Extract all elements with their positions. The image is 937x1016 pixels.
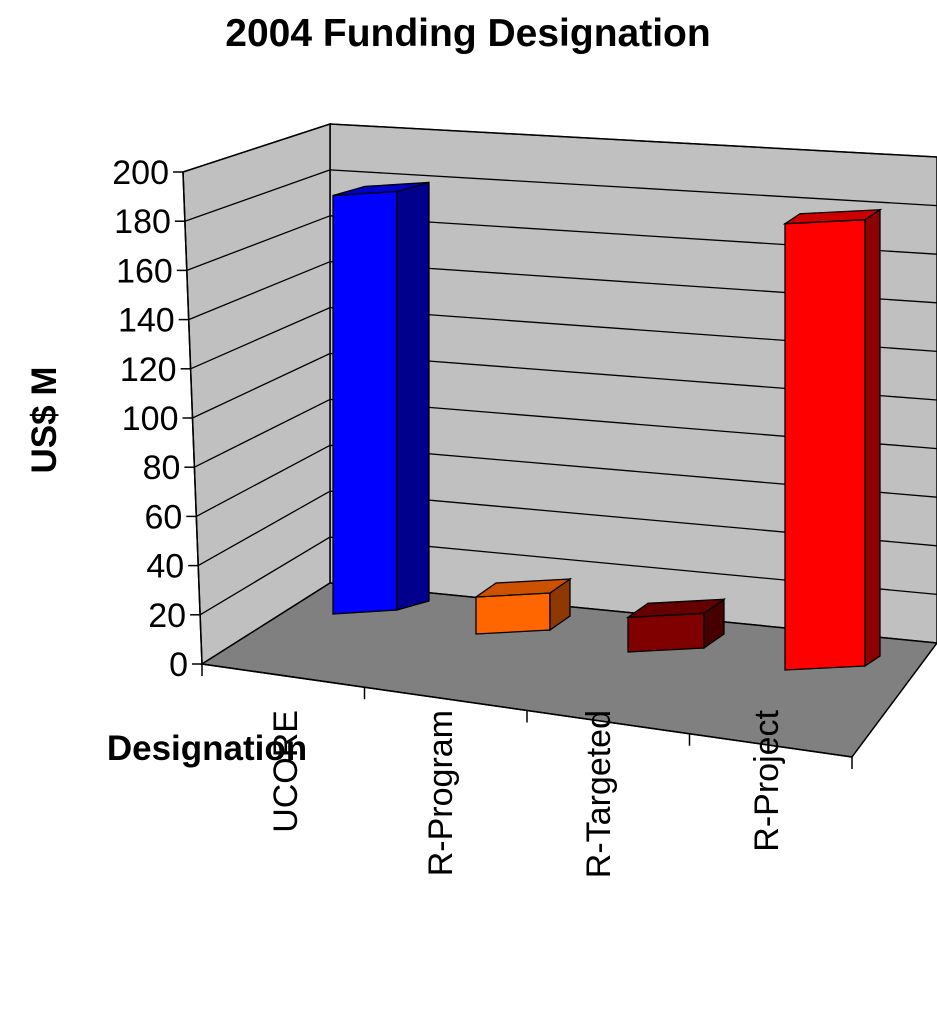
y-tick-label: 120 xyxy=(120,351,177,389)
bar-front-face xyxy=(332,190,398,615)
side-wall xyxy=(182,122,331,666)
bar-r-targeted xyxy=(625,598,727,653)
bar-front-face xyxy=(784,219,866,671)
gridline-side xyxy=(194,398,331,468)
gridline-side xyxy=(197,490,331,567)
bars xyxy=(332,181,883,671)
bar-top-face xyxy=(782,208,883,225)
gridline-back xyxy=(329,169,937,207)
y-axis: 0 20 40 60 80 100 120 140 160 180 200 xyxy=(112,154,203,684)
y-tick-label: 160 xyxy=(116,252,173,290)
x-tick-label: R-Program xyxy=(422,710,460,876)
bar-r-project xyxy=(782,208,883,671)
x-tick-label: R-Project xyxy=(748,709,786,851)
bar-r-program xyxy=(473,577,573,635)
bar-top-face xyxy=(473,578,573,598)
bar-front-face xyxy=(627,612,705,653)
y-tick-label: 80 xyxy=(143,449,181,487)
gridline-back xyxy=(329,123,937,158)
x-axis: UCORE R-Program R-Targeted R-Project xyxy=(201,663,853,878)
x-tick-label: R-Targeted xyxy=(580,710,618,878)
y-tick-label: 40 xyxy=(146,548,184,586)
y-tick-label: 60 xyxy=(144,498,182,536)
gridline-side xyxy=(182,123,331,173)
y-axis-label: US$ M xyxy=(25,367,64,474)
x-tick-label: UCORE xyxy=(267,710,305,833)
gridline-side xyxy=(190,307,331,370)
bar-ucore xyxy=(332,181,430,615)
gridline-side xyxy=(192,352,331,419)
y-tick-label: 180 xyxy=(114,203,171,241)
y-tick-label: 100 xyxy=(122,400,179,438)
y-tick-label: 20 xyxy=(148,597,186,635)
gridline-side xyxy=(186,215,331,272)
gridline-side xyxy=(184,169,331,222)
y-tick-label: 0 xyxy=(169,646,188,684)
chart-title: 2004 Funding Designation xyxy=(225,12,710,55)
bar-side-face xyxy=(864,208,881,668)
y-tick-label: 200 xyxy=(112,154,169,192)
bar-front-face xyxy=(475,592,551,635)
bar-top-face xyxy=(625,598,727,619)
bar-top-face xyxy=(332,181,430,197)
gridline-side xyxy=(199,536,331,616)
bar-side-face xyxy=(396,181,430,611)
gridline-side xyxy=(195,444,331,517)
y-tick-label: 140 xyxy=(118,302,175,340)
x-axis-label: Designation xyxy=(107,729,307,768)
gridline-side xyxy=(188,261,331,321)
